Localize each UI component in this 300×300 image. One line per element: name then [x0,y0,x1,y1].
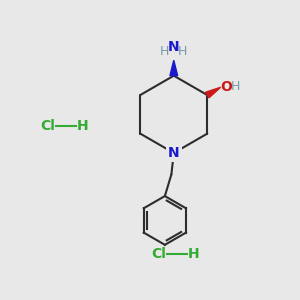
Text: H: H [188,247,200,261]
Text: H: H [178,45,188,58]
Text: H: H [77,119,88,133]
Text: H: H [160,45,170,58]
Text: N: N [168,40,180,55]
Text: N: N [168,146,180,160]
Polygon shape [170,60,178,76]
Text: O: O [220,80,232,94]
Text: Cl: Cl [152,247,166,261]
Text: H: H [231,80,241,93]
Polygon shape [206,87,220,98]
Text: Cl: Cl [40,119,55,133]
